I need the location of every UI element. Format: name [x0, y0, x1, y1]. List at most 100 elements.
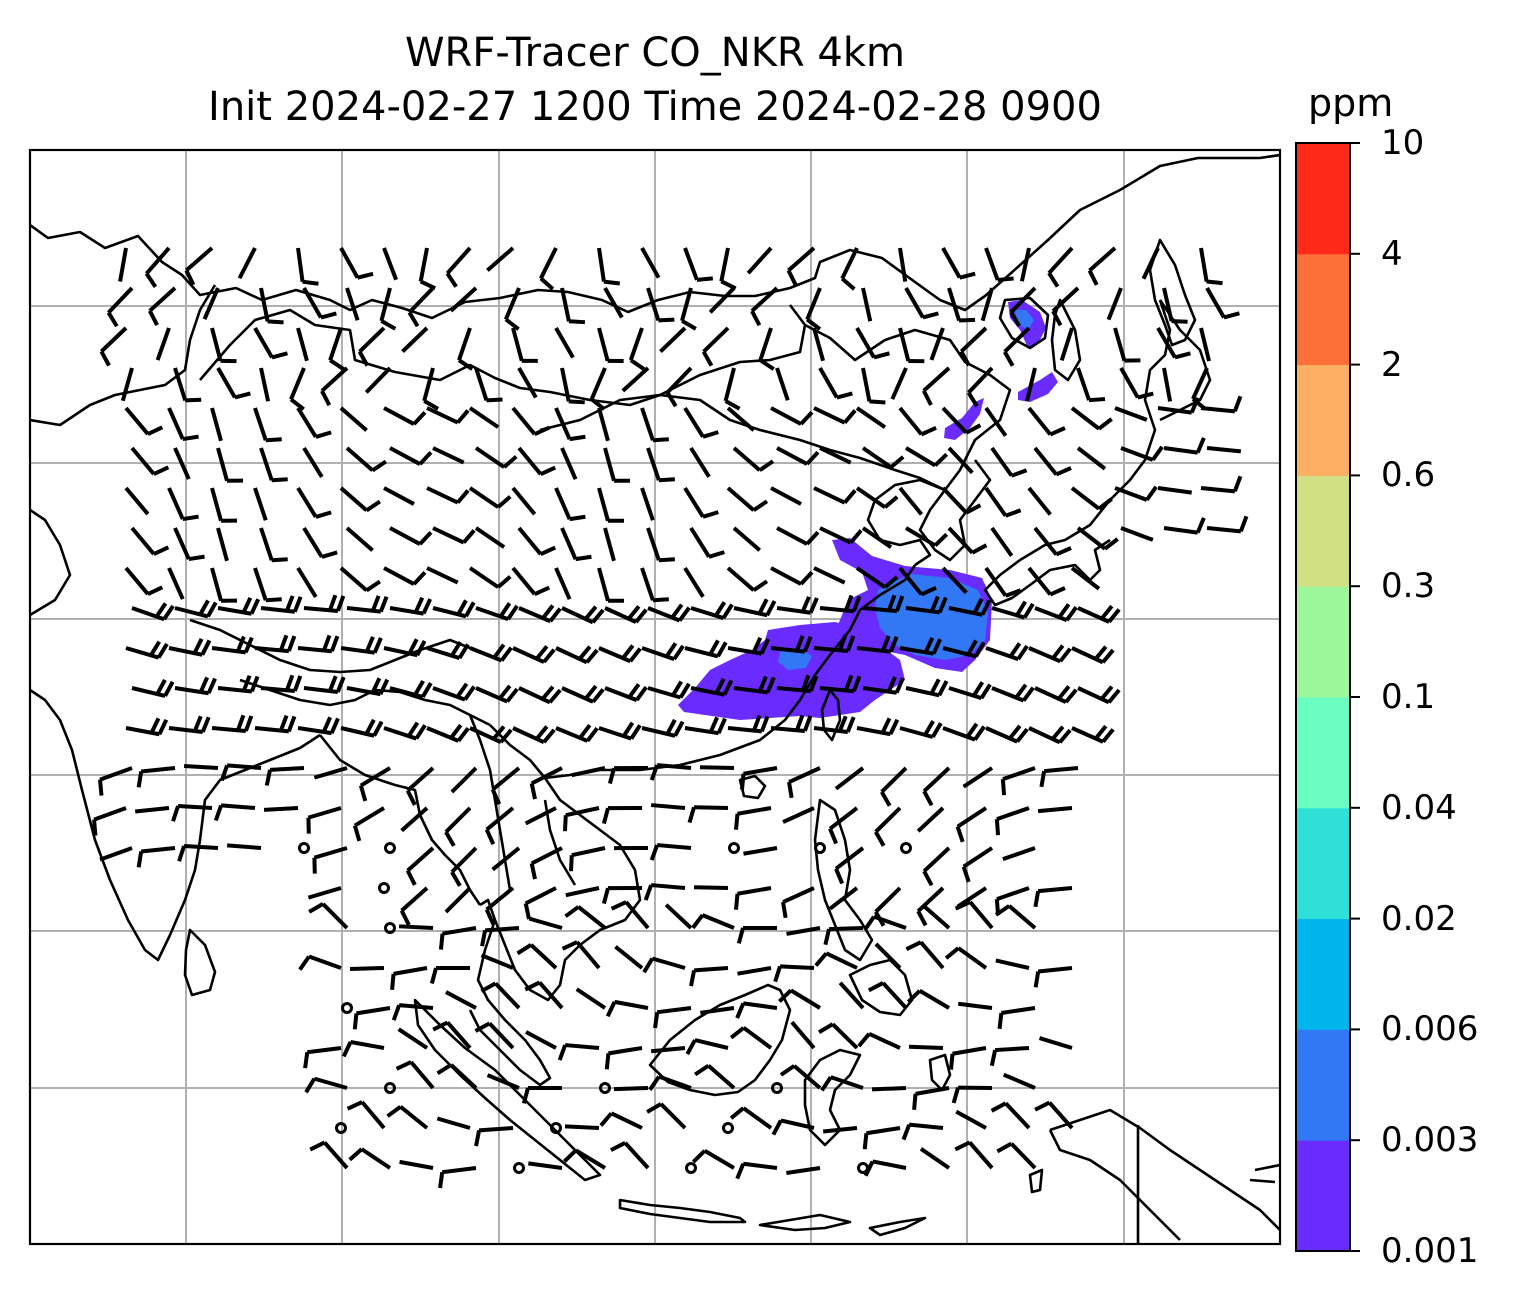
wind-barb-feather: [445, 272, 458, 288]
wind-barb: [1037, 806, 1073, 814]
wind-barb: [1191, 367, 1209, 400]
wind-barb: [93, 806, 127, 822]
wind-barb-feather: [177, 845, 186, 862]
wind-barb-feather: [912, 1093, 918, 1110]
wind-barb: [302, 446, 324, 478]
wind-barb: [941, 247, 962, 279]
wind-barb-feather: [1008, 642, 1022, 658]
wind-barb-feather: [200, 716, 211, 733]
wind-barb-feather: [1033, 890, 1041, 908]
wind-barb: [174, 606, 209, 619]
wind-barb: [340, 726, 375, 738]
coastline-north-asia: [30, 153, 1280, 320]
wind-barb-feather: [264, 769, 273, 786]
wind-barb: [641, 726, 676, 738]
wind-barb-feather: [771, 1119, 783, 1136]
wind-barb-feather: [456, 409, 470, 424]
wind-barb: [727, 726, 763, 734]
wind-barb: [770, 406, 802, 426]
wind-barb-feather: [405, 869, 417, 886]
wind-barb: [699, 765, 735, 770]
wind-barb-calm: [722, 1122, 734, 1134]
wind-barb: [947, 287, 961, 322]
wind-barb-feather: [486, 397, 503, 403]
wind-barb-feather: [701, 350, 714, 367]
wind-barb-feather: [735, 1002, 746, 1019]
wind-barb: [474, 526, 506, 549]
wind-barb-feather: [1058, 647, 1072, 663]
wind-barb-feather: [922, 870, 934, 887]
wind-barb-feather: [278, 714, 289, 732]
wind-barb-feather: [629, 358, 646, 371]
wind-barb-feather: [757, 598, 769, 615]
wind-barb-feather: [480, 930, 488, 947]
wind-barb-feather: [980, 599, 992, 616]
wind-barb-feather: [901, 1123, 912, 1141]
wind-barb-feather: [997, 1012, 1004, 1030]
wind-barb-feather: [492, 643, 506, 659]
wind-barb-feather: [1101, 728, 1115, 744]
wind-barb-feather: [836, 391, 853, 400]
wind-barb: [922, 766, 951, 793]
wind-barb-feather: [604, 1053, 611, 1070]
wind-barb: [323, 1141, 349, 1170]
wind-barb: [825, 951, 858, 970]
border-china-mongolia: [199, 304, 807, 407]
wind-barb-feather: [863, 1160, 875, 1177]
wind-barb: [1001, 1006, 1036, 1015]
plume-korea-north: [944, 398, 984, 440]
wind-barb: [1071, 646, 1104, 665]
wind-barb-feather: [880, 717, 892, 734]
wind-barb: [733, 686, 768, 695]
wind-barb: [646, 287, 661, 321]
wind-barb: [700, 1006, 735, 1015]
wind-barb-feather: [147, 425, 164, 436]
wind-barb: [474, 446, 506, 469]
wind-barb: [517, 526, 543, 556]
wind-barb-feather: [959, 317, 976, 323]
wind-barb-feather: [929, 678, 941, 695]
wind-barb-feather: [539, 276, 555, 291]
wind-barb: [861, 526, 893, 549]
wind-barb: [517, 367, 538, 399]
wind-barb-feather: [800, 596, 811, 613]
wind-barb: [350, 1040, 385, 1050]
wind-barb-feather: [386, 1105, 402, 1118]
wind-barb-feather: [584, 684, 598, 700]
wind-barb: [118, 247, 128, 282]
wind-barb-feather: [412, 411, 427, 426]
wind-barb: [469, 646, 503, 663]
coastline-sakhalin: [1050, 298, 1082, 382]
wind-barb-feather: [658, 557, 675, 563]
wind-barb-feather: [498, 602, 512, 618]
wind-barb: [346, 686, 381, 697]
wind-barb: [254, 726, 290, 734]
wind-barb-feather: [1107, 688, 1121, 704]
wind-barb-feather: [162, 604, 175, 621]
wind-barb-feather: [1057, 685, 1071, 701]
wind-barb-feather: [213, 804, 223, 822]
wind-barb-feather: [1107, 608, 1121, 624]
wind-barb-feather: [759, 638, 770, 655]
wind-barb-feather: [795, 714, 805, 731]
wind-barb-feather: [959, 271, 976, 280]
wind-barb: [775, 367, 790, 401]
wind-barb: [856, 726, 891, 737]
wind-barb-feather: [649, 764, 660, 781]
wind-barb-feather: [634, 608, 648, 624]
wind-barb: [574, 1148, 607, 1170]
wind-barb-feather: [309, 1140, 326, 1152]
wind-barb-feather: [844, 674, 854, 692]
colorbar-segment: [1296, 697, 1350, 809]
coastline-japan-south: [983, 538, 1111, 607]
wind-barb-feather: [562, 815, 568, 832]
wind-barb: [303, 606, 339, 613]
wind-barb-feather: [450, 871, 462, 887]
wind-barb: [1119, 367, 1140, 399]
coastline-hainan: [738, 774, 767, 800]
wind-barb: [560, 287, 571, 322]
wind-barb-feather: [799, 570, 814, 586]
wind-barb: [640, 247, 661, 279]
wind-barb: [486, 1073, 520, 1090]
wind-barb-feather: [887, 594, 897, 612]
